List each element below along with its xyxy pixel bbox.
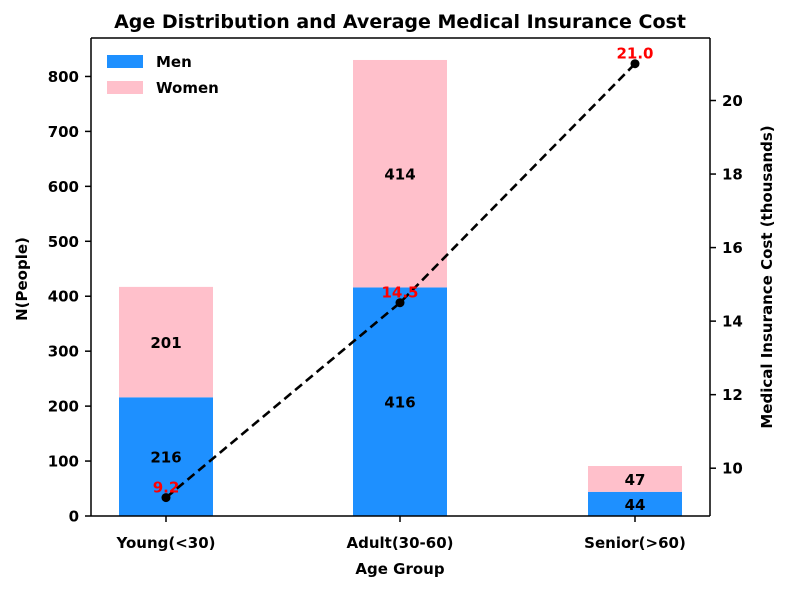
bar-label-men-1: 416 bbox=[384, 394, 415, 412]
y-tick-label-0: 0 bbox=[69, 508, 79, 526]
y2-axis-label: Medical Insurance Cost (thousands) bbox=[758, 125, 776, 428]
axes-layer: 0 100 200 300 400 500 600 700 800 10 12 14 16 18 20 You… bbox=[48, 37, 743, 552]
bar-women-0 bbox=[119, 286, 213, 398]
y-tick-label-7: 700 bbox=[48, 123, 79, 141]
bar-men-2 bbox=[588, 491, 682, 516]
y-tick-label-1: 100 bbox=[48, 453, 79, 471]
chart-title: Age Distribution and Average Medical Ins… bbox=[114, 11, 686, 33]
bar-label-women-2: 47 bbox=[625, 471, 646, 489]
y2-tick-label-0: 10 bbox=[722, 460, 743, 478]
bar-men-1 bbox=[353, 287, 447, 516]
y-axis-label: N(People) bbox=[13, 237, 31, 321]
bar-label-women-0: 201 bbox=[150, 334, 181, 352]
legend-label-men: Men bbox=[156, 53, 192, 71]
legend-swatch-men bbox=[107, 55, 143, 68]
y-tick-label-6: 600 bbox=[48, 178, 79, 196]
cost-label-0: 9.2 bbox=[153, 479, 180, 497]
bars-layer: 216 416 44 201 414 47 bbox=[119, 59, 682, 516]
cost-line bbox=[165, 62, 636, 499]
legend-label-women: Women bbox=[156, 79, 219, 97]
legend: Men Women bbox=[107, 53, 219, 97]
bar-label-men-0: 216 bbox=[150, 449, 181, 467]
y2-tick-label-4: 18 bbox=[722, 166, 743, 184]
y-tick-label-2: 200 bbox=[48, 398, 79, 416]
cost-label-1: 14.5 bbox=[381, 284, 418, 302]
y-tick-label-4: 400 bbox=[48, 288, 79, 306]
y-tick-label-3: 300 bbox=[48, 343, 79, 361]
bar-label-women-1: 414 bbox=[384, 166, 415, 184]
bar-women-1 bbox=[353, 59, 447, 288]
cost-point-1 bbox=[395, 298, 405, 308]
y-tick-label-8: 800 bbox=[48, 68, 79, 86]
cost-point-0 bbox=[161, 493, 171, 503]
line-layer: 9.2 14.5 21.0 bbox=[153, 45, 654, 503]
x-tick-label-2: Senior(>60) bbox=[584, 534, 686, 552]
x-tick-label-0: Young(<30) bbox=[115, 534, 215, 552]
y2-tick-label-2: 14 bbox=[722, 313, 743, 331]
cost-label-2: 21.0 bbox=[616, 45, 653, 63]
y2-tick-label-1: 12 bbox=[722, 386, 743, 404]
cost-point-2 bbox=[630, 59, 640, 69]
bar-women-2 bbox=[588, 466, 682, 492]
y-tick-label-5: 500 bbox=[48, 233, 79, 251]
y2-tick-label-3: 16 bbox=[722, 239, 743, 257]
x-axis-label: Age Group bbox=[355, 560, 444, 578]
legend-swatch-women bbox=[107, 81, 143, 94]
bar-label-men-2: 44 bbox=[625, 496, 646, 514]
y2-tick-label-5: 20 bbox=[722, 92, 743, 110]
x-tick-label-1: Adult(30-60) bbox=[346, 534, 453, 552]
